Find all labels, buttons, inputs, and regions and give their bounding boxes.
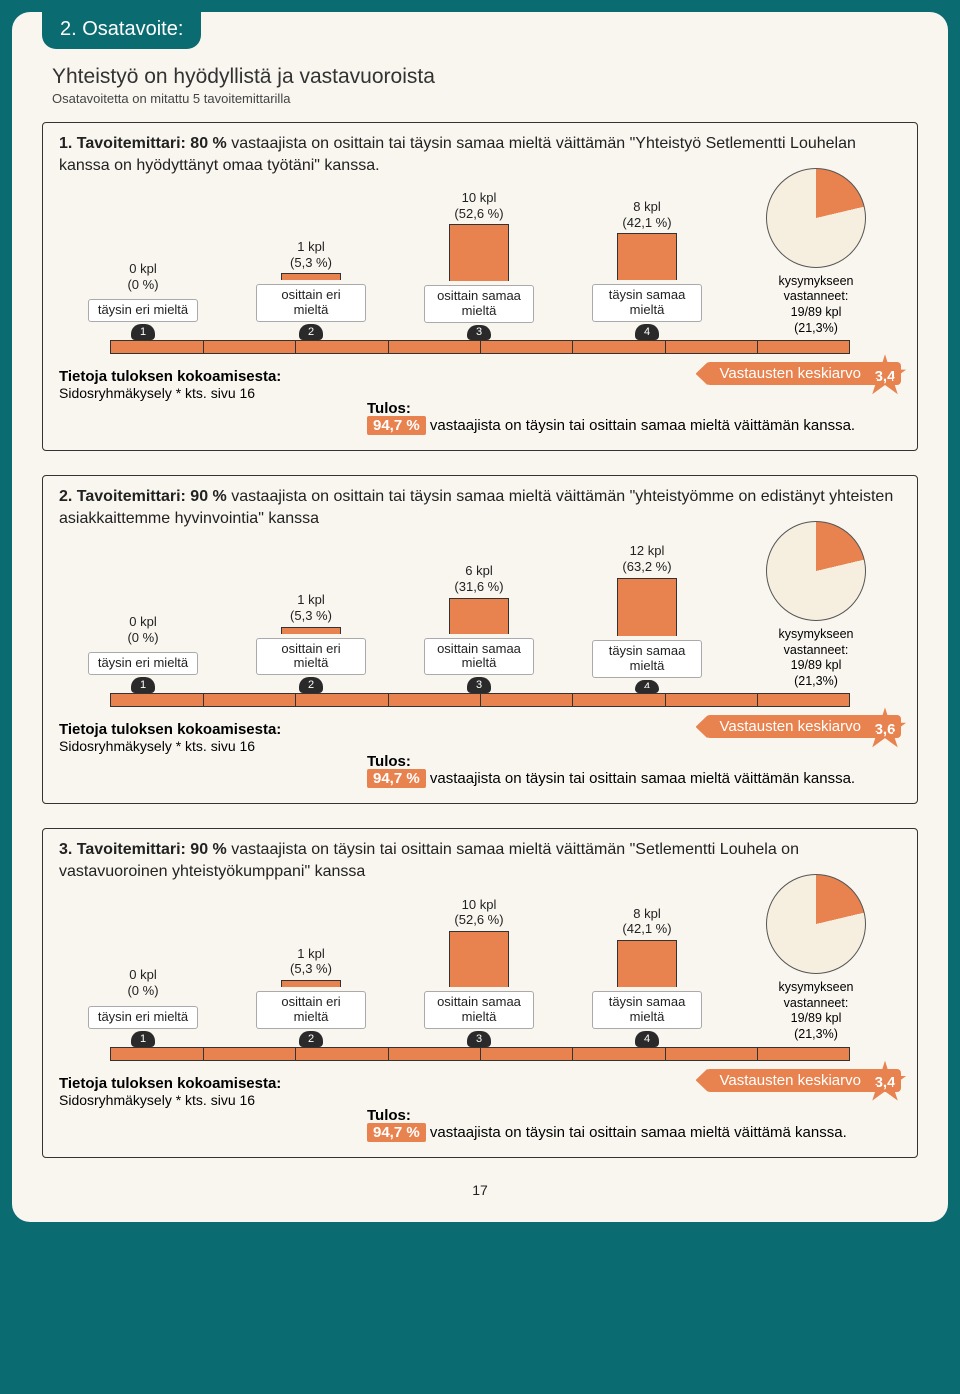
meter-panel: 2. Tavoitemittari: 90 % vastaajista on o…	[42, 475, 918, 804]
pie-label: kysymykseenvastanneet:19/89 kpl(21,3%)	[778, 980, 853, 1043]
pointer: 4	[635, 324, 659, 340]
pointer: 1	[131, 677, 155, 693]
category-label: täysin eri mieltä	[88, 299, 198, 322]
bar	[449, 598, 509, 634]
scale-bar	[110, 693, 851, 707]
info-source: Tietoja tuloksen kokoamisesta:Sidosryhmä…	[59, 368, 349, 434]
pointer: 3	[467, 325, 491, 341]
pie-label: kysymykseenvastanneet:19/89 kpl(21,3%)	[778, 627, 853, 690]
bar	[281, 627, 341, 634]
category-label: täysin samaa mieltä	[592, 991, 702, 1029]
pointer: 2	[299, 1031, 323, 1047]
result-percent: 94,7 %	[367, 769, 426, 788]
pointer: 2	[299, 677, 323, 693]
bar-count: 12 kpl(63,2 %)	[622, 543, 671, 574]
response-pie-block: kysymykseenvastanneet:19/89 kpl(21,3%)	[731, 521, 901, 694]
category-label: osittain eri mieltä	[256, 638, 366, 676]
bar-count: 8 kpl(42,1 %)	[622, 906, 671, 937]
chart-column: 1 kpl(5,3 %) osittain eri mieltä 2	[227, 190, 395, 340]
bar	[617, 940, 677, 987]
bar	[449, 224, 509, 280]
result-percent: 94,7 %	[367, 416, 426, 435]
page-number: 17	[42, 1182, 918, 1198]
bar	[449, 931, 509, 987]
chart-column: 12 kpl(63,2 %) täysin samaa mieltä 4	[563, 543, 731, 693]
chart-column: 0 kpl(0 %) täysin eri mieltä 1	[59, 190, 227, 340]
category-label: osittain eri mieltä	[256, 284, 366, 322]
bar-count: 1 kpl(5,3 %)	[290, 592, 332, 623]
goal-title: Yhteistyö on hyödyllistä ja vastavuorois…	[52, 65, 918, 89]
meter-panel: 3. Tavoitemittari: 90 % vastaajista on t…	[42, 828, 918, 1157]
page: 2. Osatavoite: Yhteistyö on hyödyllistä …	[12, 12, 948, 1222]
chart-column: 1 kpl(5,3 %) osittain eri mieltä 2	[227, 897, 395, 1047]
chart-column: 0 kpl(0 %) täysin eri mieltä 1	[59, 897, 227, 1047]
category-label: osittain samaa mieltä	[424, 991, 534, 1029]
bar	[617, 233, 677, 280]
chart-column: 1 kpl(5,3 %) osittain eri mieltä2	[227, 543, 395, 693]
chart-column: 0 kpl(0 %) täysin eri mieltä 1	[59, 543, 227, 693]
bar-count: 0 kpl(0 %)	[127, 614, 158, 645]
goal-subtitle: Osatavoitetta on mitattu 5 tavoitemittar…	[52, 91, 918, 106]
category-label: osittain eri mieltä	[256, 991, 366, 1029]
pie-label: kysymykseenvastanneet:19/89 kpl(21,3%)	[778, 274, 853, 337]
chart-column: 10 kpl(52,6 %) osittain samaa mieltä 3	[395, 897, 563, 1047]
scale-bar	[110, 1047, 851, 1061]
bar-count: 8 kpl(42,1 %)	[622, 199, 671, 230]
pointer: 4	[635, 1031, 659, 1047]
result-text: Vastausten keskiarvo 3,6 Tulos: 94,7 % v…	[367, 721, 901, 787]
pointer: 2	[299, 324, 323, 340]
bar-count: 10 kpl(52,6 %)	[454, 897, 503, 928]
pie-chart	[766, 168, 866, 268]
pointer: 1	[131, 324, 155, 340]
category-label: täysin eri mieltä	[88, 652, 198, 675]
bar	[281, 980, 341, 987]
bar-count: 10 kpl(52,6 %)	[454, 190, 503, 221]
pie-chart	[766, 874, 866, 974]
category-label: täysin samaa mieltä	[592, 640, 702, 678]
result-text: Vastausten keskiarvo 3,4 Tulos: 94,7 % v…	[367, 1075, 901, 1141]
result-row: Tietoja tuloksen kokoamisesta:Sidosryhmä…	[43, 354, 917, 450]
bar-count: 0 kpl(0 %)	[127, 261, 158, 292]
chart-column: 8 kpl(42,1 %) täysin samaa mieltä 4	[563, 897, 731, 1047]
bar	[281, 273, 341, 280]
bar-count: 6 kpl(31,6 %)	[454, 563, 503, 594]
pointer: 4	[635, 680, 659, 694]
category-label: osittain samaa mieltä	[424, 285, 534, 323]
info-source: Tietoja tuloksen kokoamisesta:Sidosryhmä…	[59, 1075, 349, 1141]
category-label: täysin samaa mieltä	[592, 284, 702, 322]
category-label: osittain samaa mieltä	[424, 638, 534, 676]
section-tab: 2. Osatavoite:	[42, 12, 201, 49]
response-pie-block: kysymykseenvastanneet:19/89 kpl(21,3%)	[731, 874, 901, 1047]
chart-column: 10 kpl(52,6 %) osittain samaa mieltä 3	[395, 190, 563, 340]
chart-column: 8 kpl(42,1 %) täysin samaa mieltä 4	[563, 190, 731, 340]
meter-panel: 1. Tavoitemittari: 80 % vastaajista on o…	[42, 122, 918, 451]
scale-bar	[110, 340, 851, 354]
chart-column: 6 kpl(31,6 %) osittain samaa mieltä3	[395, 543, 563, 693]
result-row: Tietoja tuloksen kokoamisesta:Sidosryhmä…	[43, 707, 917, 803]
pie-chart	[766, 521, 866, 621]
pointer: 3	[467, 1031, 491, 1047]
result-text: Vastausten keskiarvo 3,4 Tulos: 94,7 % v…	[367, 368, 901, 434]
bar-count: 0 kpl(0 %)	[127, 967, 158, 998]
response-pie-block: kysymykseenvastanneet:19/89 kpl(21,3%)	[731, 168, 901, 341]
bar-count: 1 kpl(5,3 %)	[290, 946, 332, 977]
result-percent: 94,7 %	[367, 1123, 426, 1142]
info-source: Tietoja tuloksen kokoamisesta:Sidosryhmä…	[59, 721, 349, 787]
category-label: täysin eri mieltä	[88, 1006, 198, 1029]
bar-count: 1 kpl(5,3 %)	[290, 239, 332, 270]
pointer: 1	[131, 1031, 155, 1047]
result-row: Tietoja tuloksen kokoamisesta:Sidosryhmä…	[43, 1061, 917, 1157]
bar	[617, 578, 677, 636]
pointer: 3	[467, 677, 491, 693]
